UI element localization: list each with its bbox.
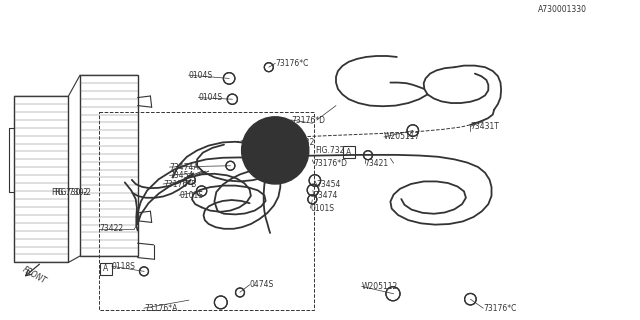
Text: 0104S: 0104S (189, 71, 213, 80)
Text: W205117: W205117 (384, 132, 420, 141)
Text: FIG.730-2: FIG.730-2 (51, 188, 88, 196)
Text: 0101S: 0101S (310, 204, 334, 212)
Text: A: A (103, 264, 109, 273)
Text: FIG.732: FIG.732 (285, 138, 314, 147)
Bar (100, 263, 111, 275)
Text: FIG.732: FIG.732 (316, 146, 345, 155)
Text: 73176*A: 73176*A (144, 304, 177, 313)
Text: 73176*D: 73176*D (314, 159, 348, 168)
Text: FIG.730-2: FIG.730-2 (54, 188, 92, 196)
Text: 73176*B: 73176*B (163, 180, 196, 188)
Text: 73474A: 73474A (170, 163, 199, 172)
Text: 0474S: 0474S (250, 280, 274, 289)
Circle shape (271, 146, 280, 155)
Text: 73176*D: 73176*D (291, 116, 325, 124)
Text: A: A (346, 148, 351, 156)
Text: W205112: W205112 (362, 282, 398, 291)
Text: FRONT: FRONT (21, 265, 48, 285)
Bar (343, 146, 355, 158)
Text: 0118S: 0118S (112, 262, 136, 271)
Text: 0101S: 0101S (179, 191, 204, 200)
Text: 0104S: 0104S (198, 93, 223, 102)
Text: 73474: 73474 (314, 191, 338, 200)
Text: 73454: 73454 (170, 171, 194, 180)
Bar (99, 112, 314, 310)
Text: A730001330: A730001330 (538, 5, 587, 14)
Circle shape (257, 132, 294, 169)
Text: 73421: 73421 (365, 159, 389, 168)
Text: 73176*C: 73176*C (483, 304, 516, 313)
Text: 73431T: 73431T (470, 122, 499, 131)
Text: 73176*C: 73176*C (275, 59, 308, 68)
Bar (80, 75, 138, 256)
Circle shape (242, 117, 309, 184)
Bar (14, 96, 68, 262)
Text: 73422: 73422 (99, 224, 124, 233)
Text: 73454: 73454 (317, 180, 341, 189)
